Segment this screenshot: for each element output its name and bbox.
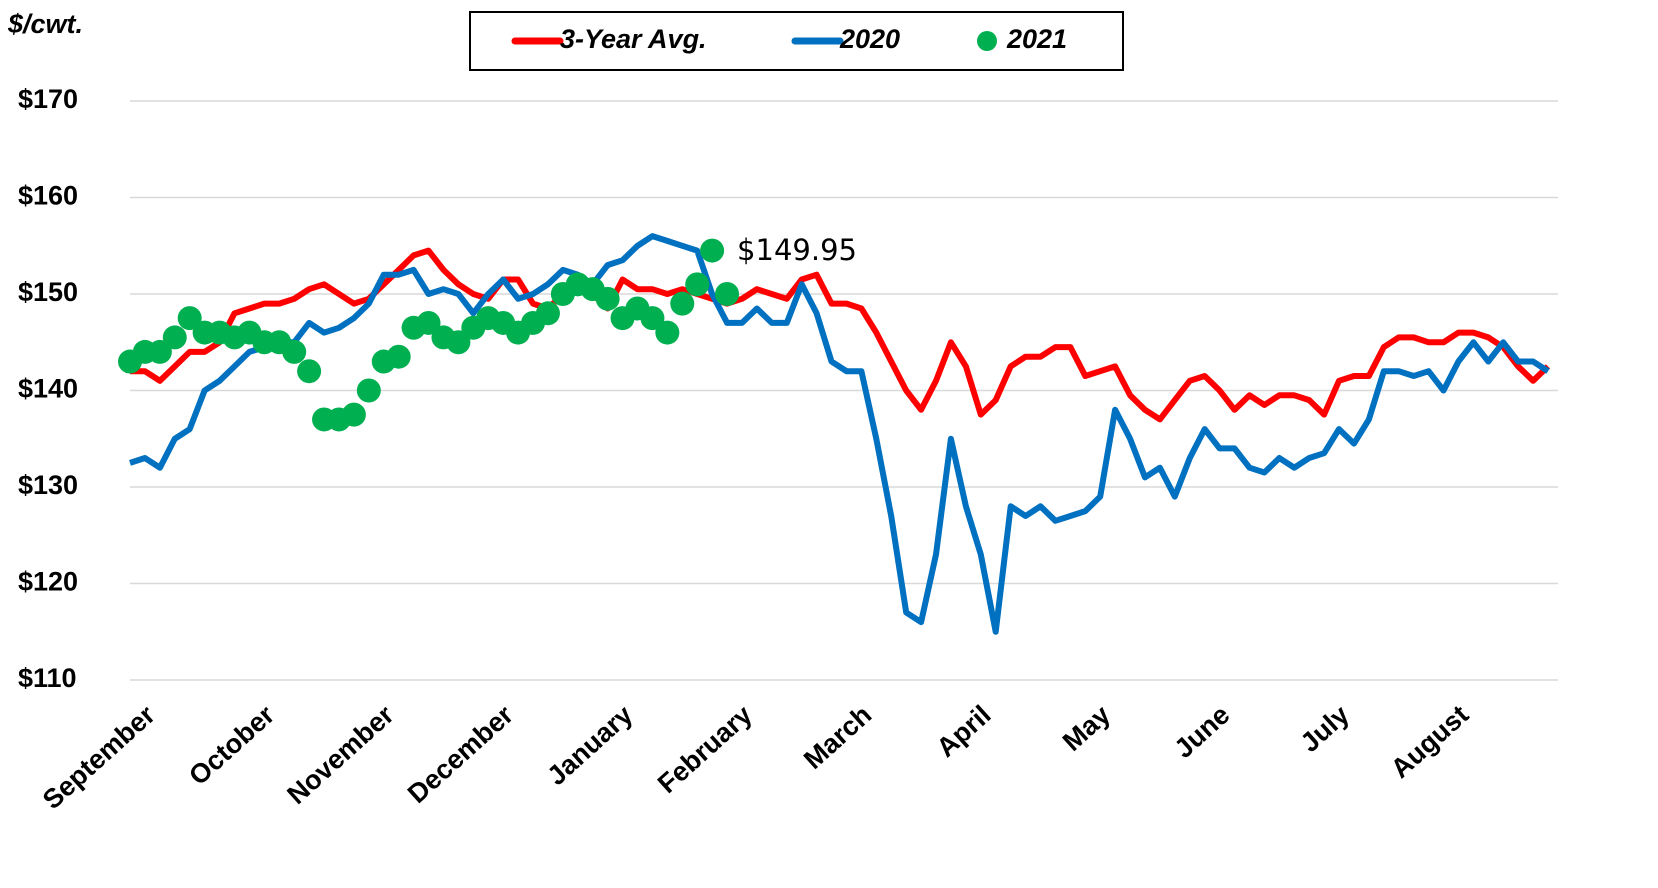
marker bbox=[162, 325, 187, 350]
y-tick-label: $160 bbox=[18, 181, 78, 211]
legend-marker bbox=[977, 31, 997, 51]
marker bbox=[341, 402, 366, 427]
x-tick-label: June bbox=[1169, 699, 1236, 763]
marker bbox=[416, 310, 441, 335]
legend-label: 2020 bbox=[839, 24, 900, 54]
marker bbox=[595, 286, 620, 311]
annotation: $149.95 bbox=[737, 233, 857, 267]
marker bbox=[282, 339, 307, 364]
x-tick-label: January bbox=[541, 699, 638, 791]
marker bbox=[147, 339, 172, 364]
x-tick-label: October bbox=[183, 699, 280, 791]
x-tick-label: July bbox=[1295, 699, 1355, 757]
x-tick-label: February bbox=[652, 699, 758, 799]
x-tick-label: May bbox=[1057, 699, 1116, 756]
y-tick-label: $120 bbox=[18, 567, 78, 597]
marker bbox=[715, 282, 740, 306]
marker bbox=[356, 378, 381, 403]
marker bbox=[655, 320, 680, 345]
marker bbox=[535, 301, 560, 326]
y-tick-label: $130 bbox=[18, 470, 78, 500]
x-tick-label: September bbox=[37, 699, 161, 815]
y-tick-label: $140 bbox=[18, 374, 78, 404]
x-tick-label: November bbox=[281, 699, 400, 810]
legend-label: 2021 bbox=[1006, 24, 1067, 54]
y-tick-label: $170 bbox=[18, 84, 78, 114]
x-tick-label: April bbox=[931, 699, 997, 762]
marker bbox=[386, 344, 411, 369]
marker bbox=[685, 272, 710, 297]
marker bbox=[177, 306, 202, 331]
x-tick-label: March bbox=[798, 699, 877, 775]
marker bbox=[446, 330, 471, 355]
marker bbox=[297, 359, 322, 384]
line bbox=[129, 233, 1550, 635]
y-tick-label: $150 bbox=[18, 277, 78, 307]
x-tick-label: August bbox=[1385, 699, 1474, 784]
marker bbox=[640, 306, 665, 331]
line bbox=[130, 247, 1551, 423]
marker bbox=[670, 291, 695, 316]
x-tick-label: December bbox=[402, 699, 519, 809]
marker bbox=[700, 238, 725, 263]
legend-label: 3-Year Avg. bbox=[560, 24, 707, 54]
y-axis-label: $/cwt. bbox=[7, 9, 83, 39]
y-tick-label: $110 bbox=[18, 663, 77, 693]
